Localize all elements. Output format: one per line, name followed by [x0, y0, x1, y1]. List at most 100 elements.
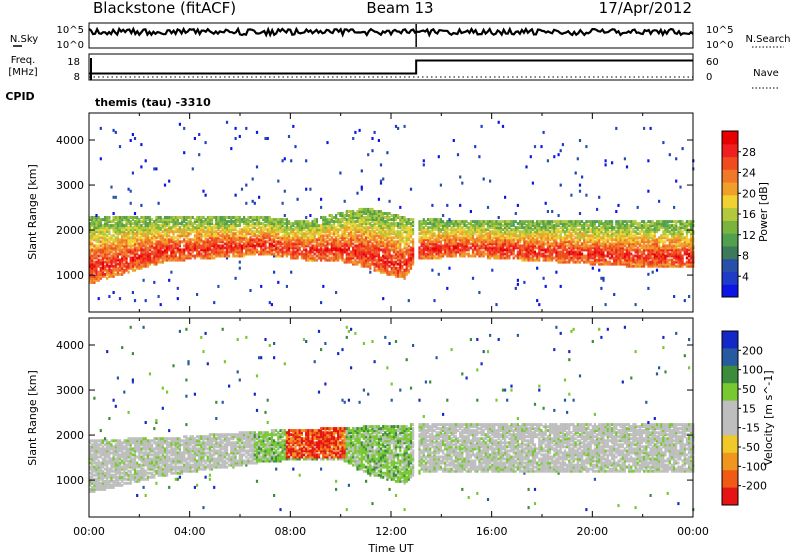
heatmap-cell [290, 256, 293, 260]
heatmap-cell [399, 260, 402, 264]
heatmap-cell [266, 218, 269, 222]
heatmap-cell [521, 244, 524, 248]
heatmap-cell [576, 224, 579, 228]
heatmap-cell [315, 244, 318, 248]
heatmap-cell [412, 258, 415, 262]
heatmap-cell [431, 226, 434, 230]
heatmap-cell [234, 137, 237, 140]
heatmap-cell [377, 264, 380, 268]
heatmap-cell [407, 234, 410, 238]
heatmap-cell [110, 262, 113, 266]
heatmap-cell [245, 238, 248, 242]
heatmap-cell [116, 234, 119, 238]
heatmap-cell [166, 252, 169, 256]
heatmap-cell [519, 220, 522, 224]
heatmap-cell [572, 228, 575, 232]
heatmap-cell [249, 238, 252, 242]
heatmap-cell [292, 256, 295, 260]
heatmap-cell [371, 226, 374, 230]
heatmap-cell [97, 272, 100, 276]
heatmap-cell [583, 246, 586, 250]
heatmap-cell [337, 246, 340, 250]
heatmap-cell [166, 254, 169, 258]
heatmap-cell [296, 240, 299, 244]
heatmap-cell [356, 248, 359, 252]
heatmap-cell [215, 216, 218, 219]
heatmap-cell [512, 244, 515, 248]
heatmap-cell [461, 228, 464, 232]
heatmap-cell [606, 262, 609, 266]
heatmap-cell [401, 228, 404, 232]
heatmap-cell [127, 248, 130, 252]
heatmap-cell [536, 256, 539, 260]
heatmap-cell [240, 244, 244, 248]
heatmap-cell [260, 240, 263, 244]
heatmap-cell [555, 250, 558, 254]
heatmap-cell [514, 230, 517, 234]
heatmap-cell [129, 250, 132, 254]
heatmap-cell [482, 254, 485, 258]
heatmap-cell [324, 216, 327, 219]
heatmap-cell [185, 222, 188, 226]
heatmap-cell [255, 238, 259, 242]
heatmap-cell [110, 220, 113, 224]
heatmap-cell [578, 240, 582, 244]
heatmap-cell [600, 250, 603, 254]
heatmap-cell [183, 126, 186, 130]
heatmap-cell [606, 236, 609, 240]
heatmap-cell [469, 254, 472, 258]
heatmap-cell [277, 228, 280, 232]
heatmap-cell [118, 226, 122, 230]
heatmap-cell [157, 240, 160, 244]
heatmap-cell [320, 256, 323, 260]
heatmap-cell [121, 226, 124, 230]
heatmap-cell [277, 236, 280, 240]
heatmap-cell [106, 222, 109, 226]
heatmap-cell [615, 238, 618, 242]
heatmap-cell [187, 222, 190, 226]
heatmap-cell [442, 226, 445, 230]
heatmap-cell [110, 264, 113, 268]
heatmap-cell [309, 234, 312, 238]
heatmap-cell [386, 242, 389, 246]
heatmap-cell [544, 250, 547, 254]
heatmap-cell [392, 246, 395, 250]
heatmap-cell [118, 297, 122, 301]
heatmap-cell [217, 284, 220, 288]
heatmap-cell [356, 216, 359, 219]
heatmap-cell [337, 220, 340, 224]
heatmap-cell [365, 246, 368, 250]
heatmap-cell [315, 224, 318, 228]
heatmap-cell [587, 254, 590, 258]
heatmap-cell [101, 230, 104, 234]
heatmap-cell [469, 228, 472, 232]
heatmap-cell [296, 252, 299, 256]
heatmap-cell [215, 220, 218, 224]
heatmap-cell [138, 220, 141, 224]
heatmap-cell [206, 238, 209, 242]
heatmap-cell [506, 234, 509, 238]
heatmap-cell [157, 258, 160, 262]
heatmap-cell [163, 216, 167, 219]
heatmap-cell [93, 264, 96, 268]
heatmap-cell [183, 228, 186, 232]
heatmap-cell [270, 246, 273, 250]
heatmap-cell [146, 222, 149, 226]
heatmap-cell [459, 232, 462, 236]
heatmap-cell [566, 244, 569, 248]
heatmap-cell [219, 240, 222, 244]
heatmap-cell [617, 242, 620, 246]
heatmap-cell [435, 246, 438, 250]
heatmap-cell [91, 280, 94, 284]
heatmap-cell [506, 228, 509, 232]
heatmap-cell [151, 242, 154, 246]
heatmap-cell [572, 234, 575, 238]
heatmap-cell [89, 232, 92, 236]
heatmap-cell [371, 256, 374, 260]
heatmap-cell [578, 220, 582, 224]
heatmap-cell [136, 234, 139, 238]
heatmap-cell [444, 222, 447, 226]
heatmap-cell [367, 252, 370, 256]
heatmap-cell [437, 252, 440, 256]
heatmap-cell [379, 210, 383, 213]
